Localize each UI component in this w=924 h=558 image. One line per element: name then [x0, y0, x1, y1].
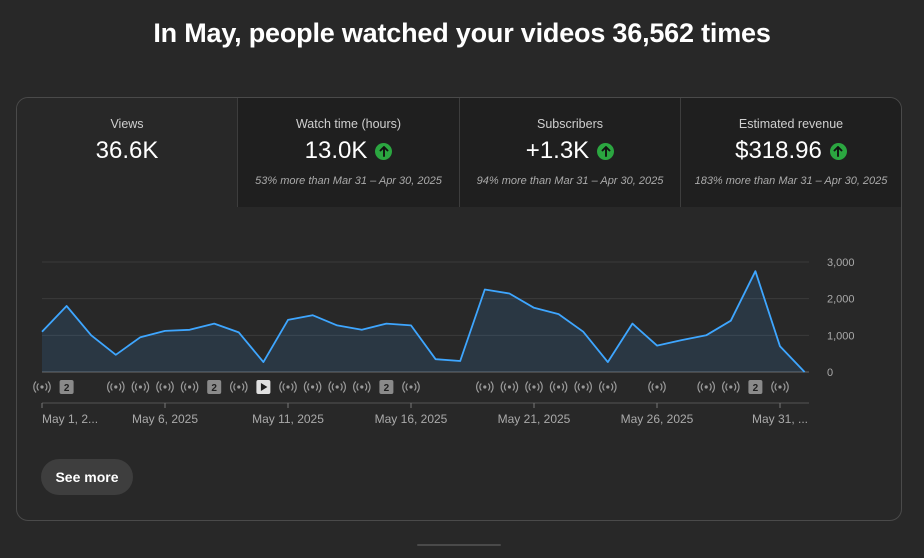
- metric-watch-time-label: Watch time (hours): [295, 117, 402, 131]
- live-stream-icon[interactable]: [402, 381, 420, 393]
- metric-revenue-compare: 183% more than Mar 31 – Apr 30, 2025: [694, 175, 888, 187]
- page-headline: In May, people watched your videos 36,56…: [153, 18, 771, 48]
- x-tick-label: May 31, ...: [752, 412, 808, 426]
- metric-subscribers[interactable]: Subscribers +1.3K 94% more than Mar 31 –…: [460, 98, 681, 207]
- see-more-button[interactable]: See more: [41, 459, 133, 495]
- svg-text:2: 2: [384, 383, 390, 394]
- live-stream-icon[interactable]: [303, 381, 322, 393]
- live-stream-icon[interactable]: [131, 381, 150, 393]
- live-stream-icon[interactable]: [771, 381, 789, 393]
- live-stream-icon[interactable]: [549, 381, 568, 393]
- arrow-up-icon: [597, 142, 615, 160]
- multi-upload-badge[interactable]: 2: [748, 380, 763, 394]
- metric-views-value-row: 36.6K: [17, 137, 237, 165]
- y-tick-label: 3,000: [827, 257, 855, 269]
- metric-views-value: 36.6K: [95, 137, 159, 164]
- x-tick-label: May 11, 2025: [252, 412, 324, 426]
- metric-watch-time-compare: 53% more than Mar 31 – Apr 30, 2025: [255, 175, 442, 187]
- metric-views-label: Views: [110, 117, 144, 131]
- metric-revenue-value-row: $318.96: [681, 137, 901, 165]
- live-stream-icon[interactable]: [500, 381, 519, 393]
- metric-subscribers-compare: 94% more than Mar 31 – Apr 30, 2025: [476, 175, 664, 187]
- metric-watch-time-value: 13.0K: [304, 137, 368, 164]
- y-tick-label: 1,000: [827, 330, 855, 342]
- multi-upload-badge[interactable]: 2: [207, 380, 222, 394]
- svg-text:2: 2: [753, 383, 759, 394]
- video-upload-icon[interactable]: [256, 380, 271, 394]
- y-tick-label: 0: [827, 367, 833, 379]
- live-stream-icon[interactable]: [230, 381, 248, 393]
- live-stream-icon[interactable]: [353, 381, 371, 393]
- live-stream-icon[interactable]: [574, 381, 592, 393]
- live-stream-icon[interactable]: [648, 381, 666, 393]
- live-stream-icon[interactable]: [156, 381, 174, 393]
- live-stream-icon[interactable]: [599, 381, 617, 393]
- bottom-sheet-handle: [417, 544, 501, 546]
- arrow-up-icon: [829, 142, 847, 160]
- x-tick-label: May 16, 2025: [375, 412, 448, 426]
- live-stream-icon[interactable]: [33, 381, 51, 393]
- live-stream-icon[interactable]: [722, 381, 740, 393]
- live-stream-icon[interactable]: [525, 381, 543, 393]
- x-tick-label: May 21, 2025: [498, 412, 571, 426]
- x-tick-label: May 26, 2025: [621, 412, 694, 426]
- metric-subscribers-value: +1.3K: [525, 137, 590, 164]
- svg-text:2: 2: [211, 383, 217, 394]
- analytics-card: Views 36.6K Watch time (hours) 13.0K 53%…: [16, 97, 902, 521]
- metric-watch-time-value-row: 13.0K: [238, 137, 459, 165]
- metric-subscribers-value-row: +1.3K: [460, 137, 680, 165]
- multi-upload-badge[interactable]: 2: [379, 380, 394, 394]
- metric-revenue-label: Estimated revenue: [738, 117, 844, 131]
- area-fill: [42, 271, 805, 372]
- svg-text:2: 2: [64, 383, 70, 394]
- metric-revenue[interactable]: Estimated revenue $318.96 183% more than…: [681, 98, 901, 207]
- series-line: [41, 270, 806, 373]
- multi-upload-badge[interactable]: 2: [59, 380, 74, 394]
- metric-revenue-value: $318.96: [735, 137, 822, 164]
- metrics-row: Views 36.6K Watch time (hours) 13.0K 53%…: [17, 98, 901, 207]
- live-stream-icon[interactable]: [476, 381, 494, 393]
- live-stream-icon[interactable]: [279, 381, 297, 393]
- metric-views[interactable]: Views 36.6K: [17, 98, 238, 207]
- live-stream-icon[interactable]: [697, 381, 715, 393]
- x-tick-label: May 6, 2025: [132, 412, 198, 426]
- arrow-up-icon: [375, 142, 393, 160]
- x-tick-label: May 1, 2...: [42, 412, 98, 426]
- views-line-chart[interactable]: 0 1,000 2,000 3,000 2 2 2 2 May 1, 2... May 6, 20…: [17, 98, 901, 520]
- metric-watch-time[interactable]: Watch time (hours) 13.0K 53% more than M…: [238, 98, 460, 207]
- live-stream-icon[interactable]: [107, 381, 125, 393]
- y-tick-label: 2,000: [827, 294, 855, 306]
- live-stream-icon[interactable]: [180, 381, 199, 393]
- metric-subscribers-label: Subscribers: [537, 117, 603, 131]
- live-stream-icon[interactable]: [328, 381, 346, 393]
